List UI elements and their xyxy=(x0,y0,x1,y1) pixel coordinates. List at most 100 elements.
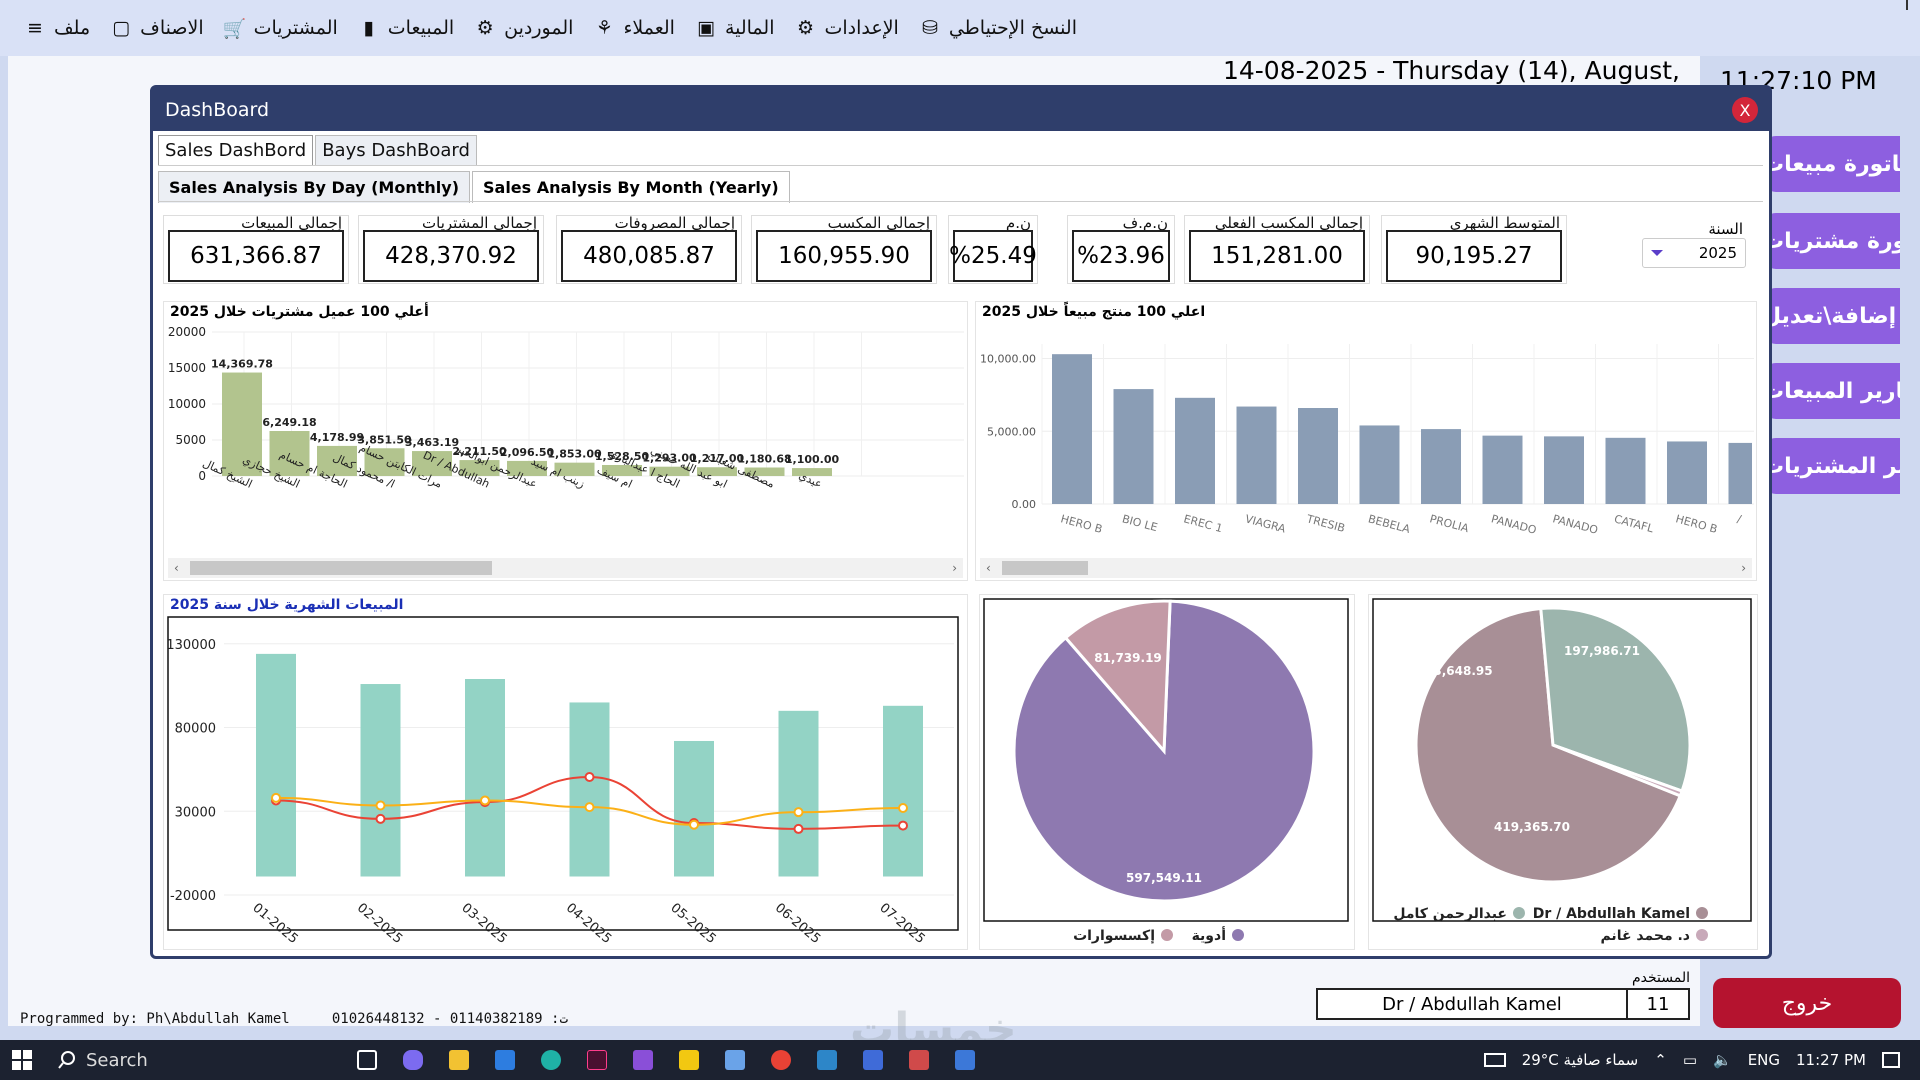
add-edit-button[interactable]: إضافة\تعديل xyxy=(1762,288,1900,344)
scroll-left-icon[interactable]: ‹ xyxy=(174,561,179,575)
x-tick-label: CATAFL xyxy=(1613,512,1656,535)
menu-item-3[interactable]: ▮ المبيعات xyxy=(348,17,464,39)
subtab-divider xyxy=(158,201,1763,202)
year-select[interactable]: 2025 xyxy=(1642,238,1746,268)
clock[interactable]: 11:27 PM xyxy=(1796,1051,1866,1069)
start-button[interactable] xyxy=(0,1040,44,1080)
legend-marker xyxy=(1696,907,1708,919)
category-pie-chart: 597,549.11 81,739.19 أدوية إكسسوارات xyxy=(983,598,1349,944)
menu-item-label: الموردين xyxy=(504,17,574,39)
menu-item-5[interactable]: ⚘ العملاء xyxy=(583,17,685,39)
menu-item-4[interactable]: ⚙ الموردين xyxy=(464,17,583,39)
chrome-icon[interactable] xyxy=(763,1040,799,1080)
bar xyxy=(554,462,595,476)
data-label: 1,217.00 xyxy=(690,452,745,465)
language-indicator[interactable]: ENG xyxy=(1747,1051,1781,1069)
customers-scrollbar[interactable]: ‹ › xyxy=(168,558,963,578)
chevron-up-icon[interactable]: ⌃ xyxy=(1654,1051,1667,1069)
slice-label: 597,549.11 xyxy=(1126,871,1202,885)
indesign-icon[interactable] xyxy=(579,1040,615,1080)
menu-item-0[interactable]: ≡ ملف xyxy=(14,17,100,39)
app-icon[interactable] xyxy=(809,1040,845,1080)
menu-item-7[interactable]: ⚙ الإعدادات xyxy=(785,17,909,39)
menu-item-1[interactable]: ▢ الاصناف xyxy=(100,17,213,39)
network-icon[interactable]: ▭ xyxy=(1682,1051,1697,1069)
kpi-label: إجمالي المكسب xyxy=(827,214,930,232)
bar xyxy=(1052,354,1092,504)
search-icon xyxy=(58,1051,75,1069)
monthly-chart-panel: المبيعات الشهرية خلال سنة 2025 130000 800… xyxy=(163,594,968,950)
x-tick-label: PANADO xyxy=(1490,512,1538,537)
y-tick-label: 5,000.00 xyxy=(987,425,1036,438)
scroll-right-icon[interactable]: › xyxy=(952,561,957,575)
pie-slice xyxy=(1539,606,1692,794)
plot-frame xyxy=(1372,598,1752,922)
scroll-thumb[interactable] xyxy=(190,561,492,575)
menu-item-6[interactable]: ▣ المالية xyxy=(685,17,785,39)
visual-studio-icon[interactable] xyxy=(625,1040,661,1080)
tab-sales-by-month[interactable]: Sales Analysis By Month (Yearly) xyxy=(472,171,790,203)
bar xyxy=(1359,425,1400,504)
menu-item-label: المشتريات xyxy=(253,17,338,39)
weather-text[interactable]: 29°C سماء صافية xyxy=(1521,1051,1639,1069)
notification-icon[interactable] xyxy=(1882,1052,1900,1068)
slice-label: 3,648.95 xyxy=(1433,664,1492,678)
exit-button[interactable]: خروج xyxy=(1713,978,1901,1028)
app-icon[interactable] xyxy=(901,1040,937,1080)
menu-item-8[interactable]: ⛁ النسخ الإحتياطي xyxy=(909,17,1087,39)
bar xyxy=(602,464,642,476)
series-point xyxy=(271,792,281,803)
tab-bays-dashboard[interactable]: Bays DashBoard xyxy=(315,135,477,165)
store-icon[interactable] xyxy=(487,1040,523,1080)
file-explorer-icon[interactable] xyxy=(441,1040,477,1080)
series-point xyxy=(793,823,804,834)
tab-sales-dashboard[interactable]: Sales DashBord xyxy=(158,135,314,165)
bar xyxy=(360,684,401,877)
weather-icon[interactable] xyxy=(1483,1053,1506,1067)
legend-label: د. محمد غانم xyxy=(1600,928,1690,944)
taskbar-search[interactable]: Search xyxy=(44,1040,344,1080)
series-point xyxy=(898,802,908,813)
monthly-combo-chart: 130000 80000 30000 -20000 01-2025 02-2025 03-2… xyxy=(166,616,959,947)
purchase-invoice-button[interactable]: فاتورة مشتريات xyxy=(1762,213,1900,269)
products-scrollbar[interactable]: ‹ › xyxy=(980,558,1752,578)
x-tick-label: VIAGRA xyxy=(1244,512,1288,535)
volume-icon[interactable]: 🔈 xyxy=(1713,1051,1732,1069)
bar xyxy=(1544,436,1584,504)
purchase-reports-button[interactable]: تقارير المشتريات xyxy=(1762,438,1900,494)
app-icon[interactable] xyxy=(855,1040,891,1080)
series-point xyxy=(898,820,908,831)
user-id-field: 11 xyxy=(1626,988,1690,1020)
y-tick-label: 10000 xyxy=(168,397,206,411)
sales-invoice-button[interactable]: فاتورة مبيعات xyxy=(1762,136,1900,192)
task-view-icon[interactable] xyxy=(349,1040,385,1080)
data-label: 4,178.99 xyxy=(310,431,364,444)
scroll-left-icon[interactable]: ‹ xyxy=(986,561,991,575)
bar xyxy=(792,468,832,476)
menu-item-2[interactable]: 🛒 المشتريات xyxy=(214,17,348,40)
power-bi-icon[interactable] xyxy=(671,1040,707,1080)
chevron-down-icon xyxy=(1651,250,1663,256)
active-app-icon[interactable] xyxy=(947,1040,983,1080)
copilot-icon[interactable] xyxy=(395,1040,431,1080)
scroll-right-icon[interactable]: › xyxy=(1741,561,1746,575)
scroll-thumb[interactable] xyxy=(1002,561,1088,575)
edge-icon[interactable] xyxy=(533,1040,569,1080)
cart-icon: 🛒 xyxy=(222,17,247,40)
x-tick-label: PANADO xyxy=(1551,512,1599,537)
sales-reports-button[interactable]: تقارير المبيعات xyxy=(1762,363,1900,419)
tab-sales-by-day[interactable]: Sales Analysis By Day (Monthly) xyxy=(158,171,470,203)
menu-row: ≡ ملف ▢ الاصناف 🛒 المشتريات ▮ المبيعات ⚙ الموردين… xyxy=(14,10,1087,46)
bar xyxy=(1175,397,1215,504)
bar xyxy=(1728,442,1752,504)
dashboard-window: DashBoard X Sales DashBord Bays DashBoar… xyxy=(150,85,1772,959)
bar xyxy=(1421,429,1461,504)
x-tick-label: 03-2025 xyxy=(458,901,509,947)
kpi-total-expenses: إجمالي المصروفات 480,085.87 xyxy=(556,214,742,284)
close-button[interactable]: X xyxy=(1732,97,1758,123)
menu-item-label: النسخ الإحتياطي xyxy=(948,17,1077,39)
app-icon[interactable] xyxy=(717,1040,753,1080)
y-tick-label: 15000 xyxy=(168,361,206,375)
kpi-label: ن.م xyxy=(1005,214,1031,232)
kpi-actual-profit: إجمالي المكسب الفعلي 151,281.00 xyxy=(1184,214,1370,284)
